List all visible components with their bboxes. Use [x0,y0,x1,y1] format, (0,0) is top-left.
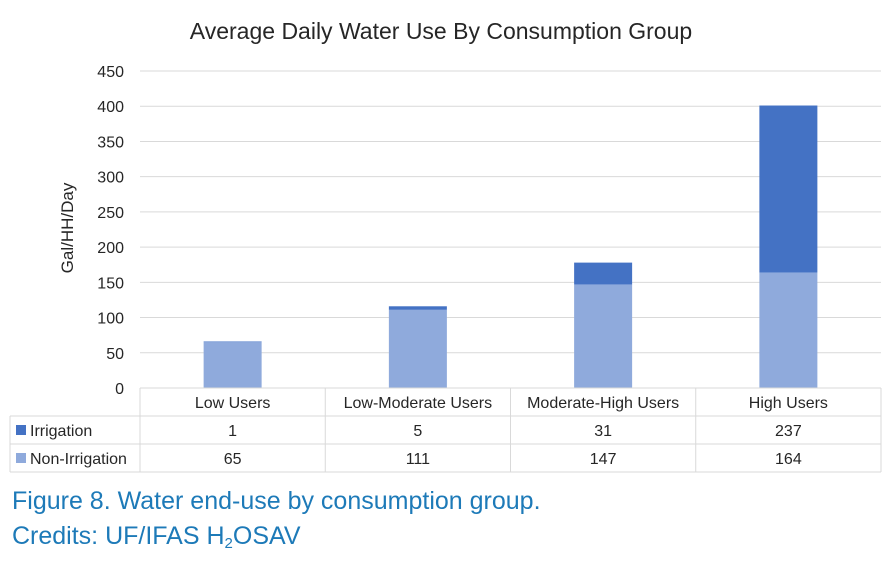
bar-irrigation [203,341,262,343]
y-axis-label: Gal/HH/Day [58,182,77,273]
credits-suffix: OSAV [232,522,301,550]
legend-label: Irrigation [30,423,92,440]
y-tick-label: 250 [97,205,124,222]
data-label: 5 [413,423,422,440]
y-tick-label: 400 [97,99,124,116]
data-label: 147 [590,451,617,468]
data-table: Low Users Low-Moderate Users Moderate-High… [9,387,882,473]
credits-prefix: Credits: UF/IFAS H [12,522,225,550]
gridlines [140,70,881,354]
y-tick-labels: 0 50 100 150 200 250 300 350 400 450 [97,64,124,398]
category-label: High Users [749,395,828,412]
category-label: Low-Moderate Users [344,395,493,412]
legend-label: Non-Irrigation [30,451,127,468]
y-tick-label: 50 [106,346,124,363]
bar-non-irrigation [203,342,262,388]
bar-non-irrigation [574,284,633,388]
chart-title: Average Daily Water Use By Consumption G… [190,18,692,44]
y-tick-label: 100 [97,311,124,328]
stacked-bar-chart: Average Daily Water Use By Consumption G… [9,18,882,473]
bar-irrigation [388,306,447,310]
y-tick-label: 200 [97,240,124,257]
bar-irrigation [759,105,818,273]
legend-swatch [16,453,26,463]
y-tick-label: 0 [115,381,124,398]
y-tick-label: 150 [97,275,124,292]
data-label: 164 [775,451,802,468]
bar-non-irrigation [388,309,447,388]
bar-irrigation [574,262,633,285]
data-label: 1 [228,423,237,440]
bars [203,105,818,388]
data-label: 65 [224,451,242,468]
figure-credits: Credits: UF/IFAS H2OSAV [12,522,301,552]
data-label: 31 [594,423,612,440]
legend-swatch [16,425,26,435]
y-tick-label: 450 [97,64,124,81]
category-label: Low Users [195,395,271,412]
data-label: 111 [406,451,430,468]
bar-non-irrigation [759,272,818,388]
category-label: Moderate-High Users [527,395,679,412]
data-label: 237 [775,423,802,440]
y-tick-label: 350 [97,134,124,151]
figure-caption: Figure 8. Water end-use by consumption g… [12,487,541,515]
y-tick-label: 300 [97,170,124,187]
credits-subscript: 2 [224,535,233,552]
